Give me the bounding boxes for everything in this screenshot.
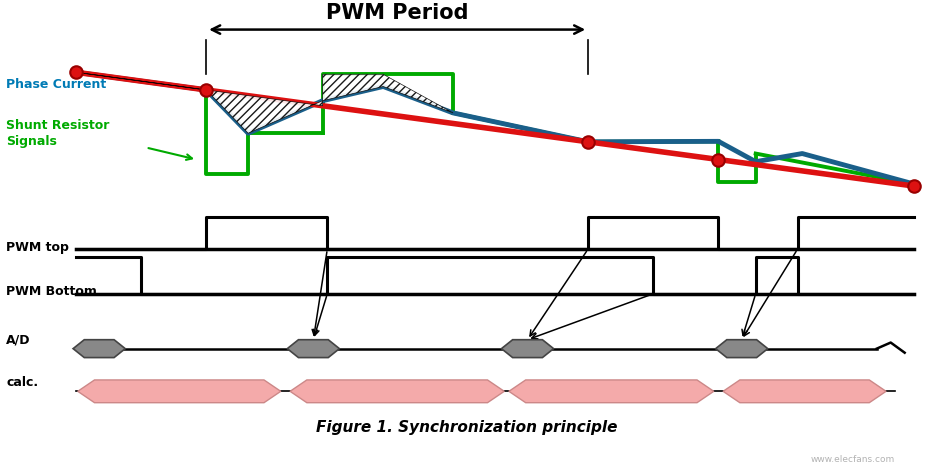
Polygon shape	[723, 380, 886, 403]
Polygon shape	[715, 340, 768, 357]
Text: Shunt Resistor
Signals: Shunt Resistor Signals	[6, 118, 109, 148]
Polygon shape	[73, 340, 125, 357]
Text: calc.: calc.	[6, 376, 38, 389]
Text: A/D: A/D	[6, 334, 31, 346]
Text: Figure 1. Synchronization principle: Figure 1. Synchronization principle	[317, 420, 617, 436]
Polygon shape	[78, 380, 281, 403]
Polygon shape	[509, 380, 714, 403]
Text: PWM Bottom: PWM Bottom	[6, 285, 97, 298]
Text: www.elecfans.com: www.elecfans.com	[811, 456, 896, 465]
Text: PWM Period: PWM Period	[326, 3, 469, 24]
Text: Phase Current: Phase Current	[6, 78, 106, 91]
Polygon shape	[76, 72, 322, 133]
Text: PWM top: PWM top	[6, 240, 69, 254]
Polygon shape	[502, 340, 554, 357]
Polygon shape	[322, 74, 453, 113]
Polygon shape	[288, 340, 339, 357]
Polygon shape	[290, 380, 504, 403]
